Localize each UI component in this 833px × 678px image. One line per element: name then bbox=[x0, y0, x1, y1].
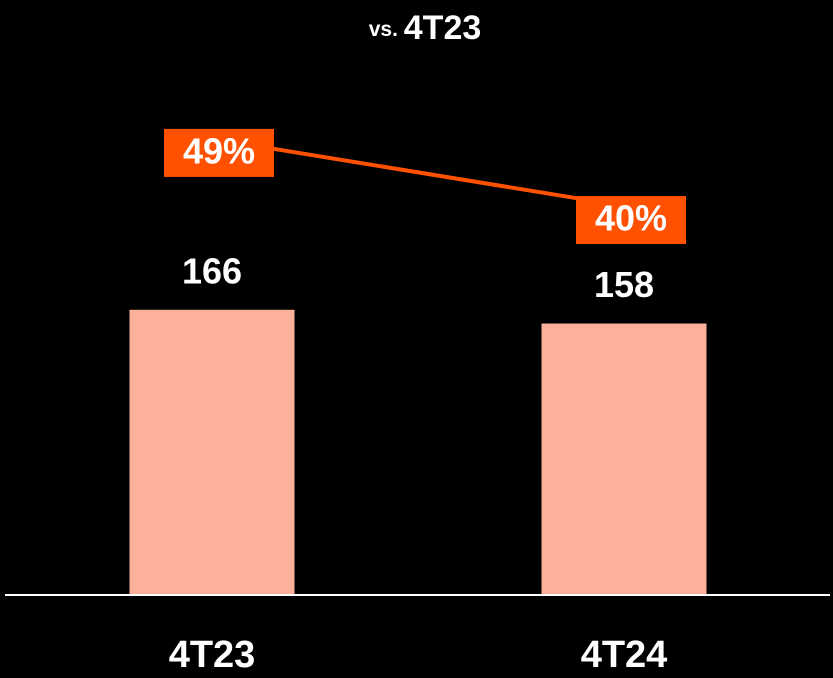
bar-value-label: 166 bbox=[182, 250, 242, 291]
chart-title: vs. 4T23 bbox=[369, 9, 482, 47]
line-value-label: 49% bbox=[183, 130, 255, 171]
x-tick-label: 4T24 bbox=[581, 634, 668, 676]
bar-value-label: 158 bbox=[594, 264, 654, 305]
label-box bbox=[576, 196, 686, 245]
bar bbox=[541, 323, 707, 595]
line-value-label: 40% bbox=[595, 198, 667, 239]
label-box bbox=[164, 128, 274, 177]
bar bbox=[129, 309, 295, 595]
line bbox=[218, 137, 632, 210]
x-tick-label: 4T23 bbox=[169, 634, 256, 676]
